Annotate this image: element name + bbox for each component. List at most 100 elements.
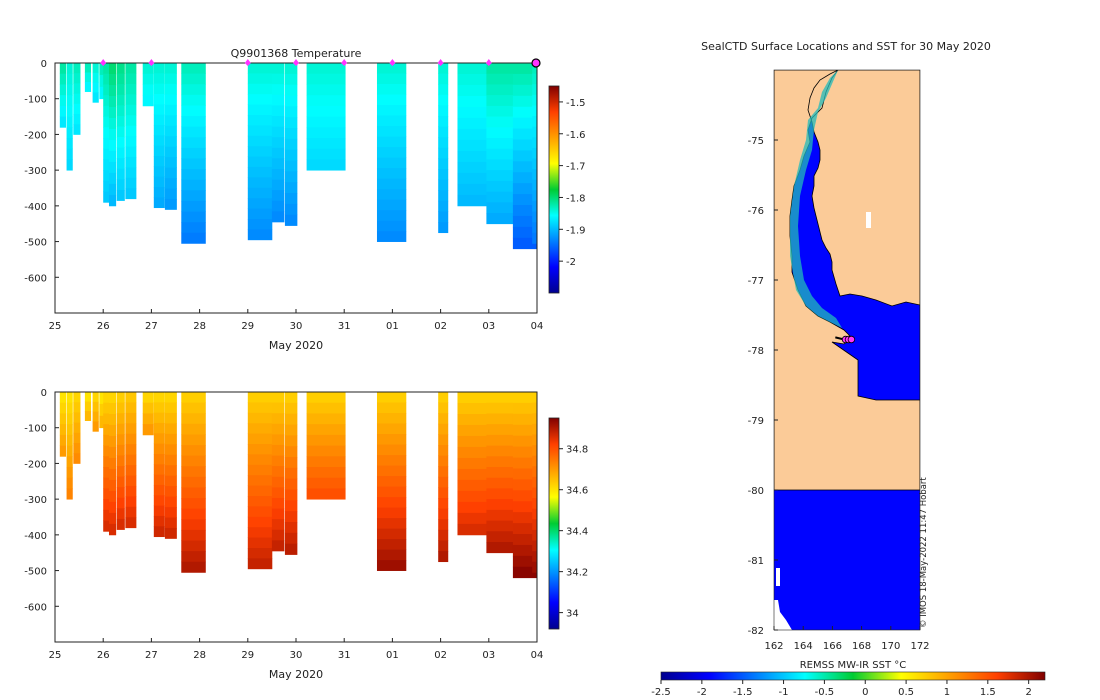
surface-marker [531, 58, 541, 68]
profile-cell [486, 63, 516, 75]
profile-cell [103, 138, 110, 150]
profile-cell [108, 139, 117, 152]
profile-column [271, 392, 285, 552]
profile-cell [438, 126, 449, 138]
profile-cell [376, 486, 407, 498]
profile-cell [125, 433, 137, 445]
profile-cell [438, 94, 449, 106]
profile-column [153, 392, 165, 538]
profile-cell [486, 95, 516, 107]
profile-cell [116, 413, 125, 425]
profile-cell [164, 94, 177, 106]
profile-column [325, 63, 346, 171]
profile-cell [92, 92, 99, 103]
profile-cell [457, 139, 487, 152]
profile-cell [116, 179, 125, 191]
profile-cell [164, 104, 177, 116]
profile-cell [284, 138, 298, 151]
profile-cell [532, 137, 537, 149]
profile-cell [181, 540, 206, 552]
profile-cell [271, 63, 285, 74]
map-x-tick-label: 162 [764, 641, 783, 652]
profile-cell [66, 402, 73, 414]
profile-cell [532, 423, 537, 435]
profile-cell [486, 509, 516, 521]
profile-cell [125, 517, 137, 529]
profile-cell [325, 63, 346, 75]
profile-cell [512, 215, 537, 228]
profile-cell [247, 464, 273, 476]
profile-cell [153, 464, 165, 476]
profile-cell [486, 73, 516, 85]
profile-cell [108, 523, 117, 536]
profile-cell [108, 435, 117, 448]
profile-cell [486, 105, 516, 117]
profile-cell [325, 95, 346, 107]
profile-cell [532, 232, 537, 244]
profile-cell [142, 402, 154, 414]
surface-marker [100, 59, 107, 66]
profile-cell [108, 106, 117, 119]
profile-cell [153, 453, 165, 465]
profile-cell [99, 392, 105, 405]
profile-cell [512, 172, 537, 184]
profile-cell [306, 159, 327, 171]
profile-cell [438, 487, 449, 499]
profile-cell [59, 413, 67, 425]
profile-cell [486, 542, 516, 554]
profile-cell [125, 392, 137, 403]
profile-cell [532, 211, 537, 223]
profile-cell [457, 106, 487, 119]
profile-cell [438, 158, 449, 170]
sst-colorbar-ticks: -2.5 -2 -1.5 -1 -0.5 0 0.5 1 1.5 2 [651, 680, 1032, 698]
profile-cell [125, 475, 137, 487]
profile-cell [532, 455, 537, 467]
x-tick-label: 27 [145, 650, 158, 661]
profile-cell [103, 73, 110, 85]
profile-cell [271, 423, 285, 435]
profile-cell [271, 84, 285, 96]
profile-cell [181, 84, 206, 96]
profile-cell [153, 93, 165, 105]
seal-positions [835, 335, 856, 344]
profile-cell [164, 444, 177, 456]
profile-cell [116, 434, 125, 446]
profile-cell [99, 63, 105, 76]
temperature-y-ticks: 0 -100 -200 -300 -400 -500 -600 [24, 59, 59, 284]
surface-marker [389, 59, 396, 66]
temperature-colorbar-ticks: -1.5 -1.6 -1.7 -1.8 -1.9 -2 [559, 98, 586, 268]
x-tick-label: 30 [290, 650, 303, 661]
profile-cell [153, 124, 165, 136]
profile-cell [512, 237, 537, 250]
profile-cell [512, 555, 537, 568]
profile-cell [164, 496, 177, 508]
x-tick-label: 31 [338, 650, 351, 661]
profile-cell [306, 467, 327, 479]
sst-map-panel: SealCTD Surface Locations and SST for 30… [651, 40, 1046, 698]
profile-cell [181, 232, 206, 244]
profile-cell [116, 94, 125, 106]
profile-cell [247, 63, 273, 74]
profile-cell [306, 63, 327, 75]
temperature-colorbar [548, 85, 560, 294]
colorbar-tick-label: -1.6 [566, 130, 586, 141]
profile-cell [66, 413, 73, 425]
profile-cell [512, 183, 537, 195]
profile-column [92, 63, 99, 103]
profile-cell [247, 392, 273, 403]
profile-cell [103, 402, 110, 414]
profile-cell [512, 402, 537, 415]
profile-cell [271, 126, 285, 138]
profile-cell [108, 172, 117, 185]
profile-cell [247, 433, 273, 445]
profile-cell [108, 512, 117, 525]
profile-cell [438, 63, 449, 75]
profile-column [116, 63, 125, 201]
salinity-colorbar-ticks: 34.8 34.6 34.4 34.2 34 [559, 445, 588, 620]
profile-cell [512, 117, 537, 129]
profile-cell [116, 392, 125, 403]
profile-cell [92, 72, 99, 84]
profile-cell [457, 194, 487, 207]
y-tick-label: -500 [24, 567, 47, 578]
profile-cell [271, 497, 285, 509]
